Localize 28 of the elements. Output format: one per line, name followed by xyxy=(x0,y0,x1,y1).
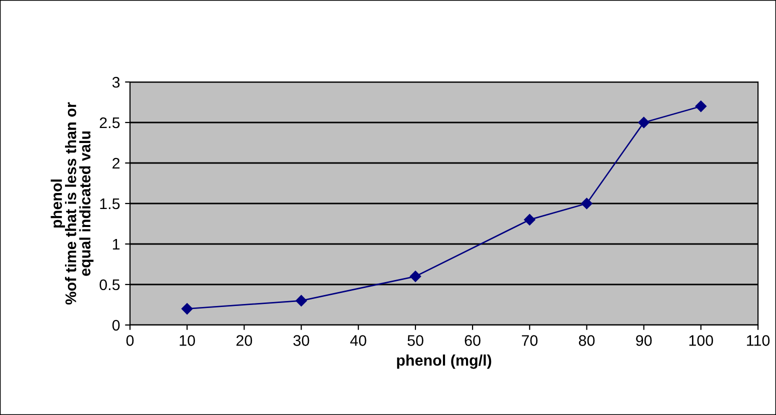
x-tick-label: 10 xyxy=(180,335,195,346)
x-tick-label: 80 xyxy=(578,335,595,346)
y-tick-label: 2 xyxy=(112,158,120,169)
point xyxy=(638,116,650,128)
x-tick-label: 90 xyxy=(636,335,652,346)
x-tick-label: 60 xyxy=(464,335,480,346)
y-tick-label: 2.5 xyxy=(100,117,120,128)
point xyxy=(181,303,193,314)
x-tick-label: 20 xyxy=(236,335,252,346)
x-tick-label: 0 xyxy=(126,335,134,346)
y-tick-label: 3 xyxy=(112,76,120,88)
point xyxy=(695,100,707,112)
y-tick-label: 0 xyxy=(112,320,120,331)
y-tick-label: 0.5 xyxy=(100,279,120,290)
point xyxy=(296,295,307,306)
x-tick-label: 30 xyxy=(293,335,310,346)
x-tick-label: 110 xyxy=(746,335,770,346)
x-tick-label: 100 xyxy=(689,335,714,346)
x-tick-label: 50 xyxy=(408,335,424,346)
point xyxy=(581,198,592,210)
x-tick-label: 70 xyxy=(522,335,538,346)
y-axis-title: phenol %of time that is less than or equal indicated valu xyxy=(50,102,94,305)
y-tick-label: 1.5 xyxy=(100,198,120,210)
x-axis-title: phenol (mg/l) xyxy=(397,354,492,369)
point xyxy=(524,214,536,226)
point xyxy=(410,270,422,282)
x-tick-label: 40 xyxy=(350,335,366,346)
y-tick-label: 1 xyxy=(112,239,120,250)
